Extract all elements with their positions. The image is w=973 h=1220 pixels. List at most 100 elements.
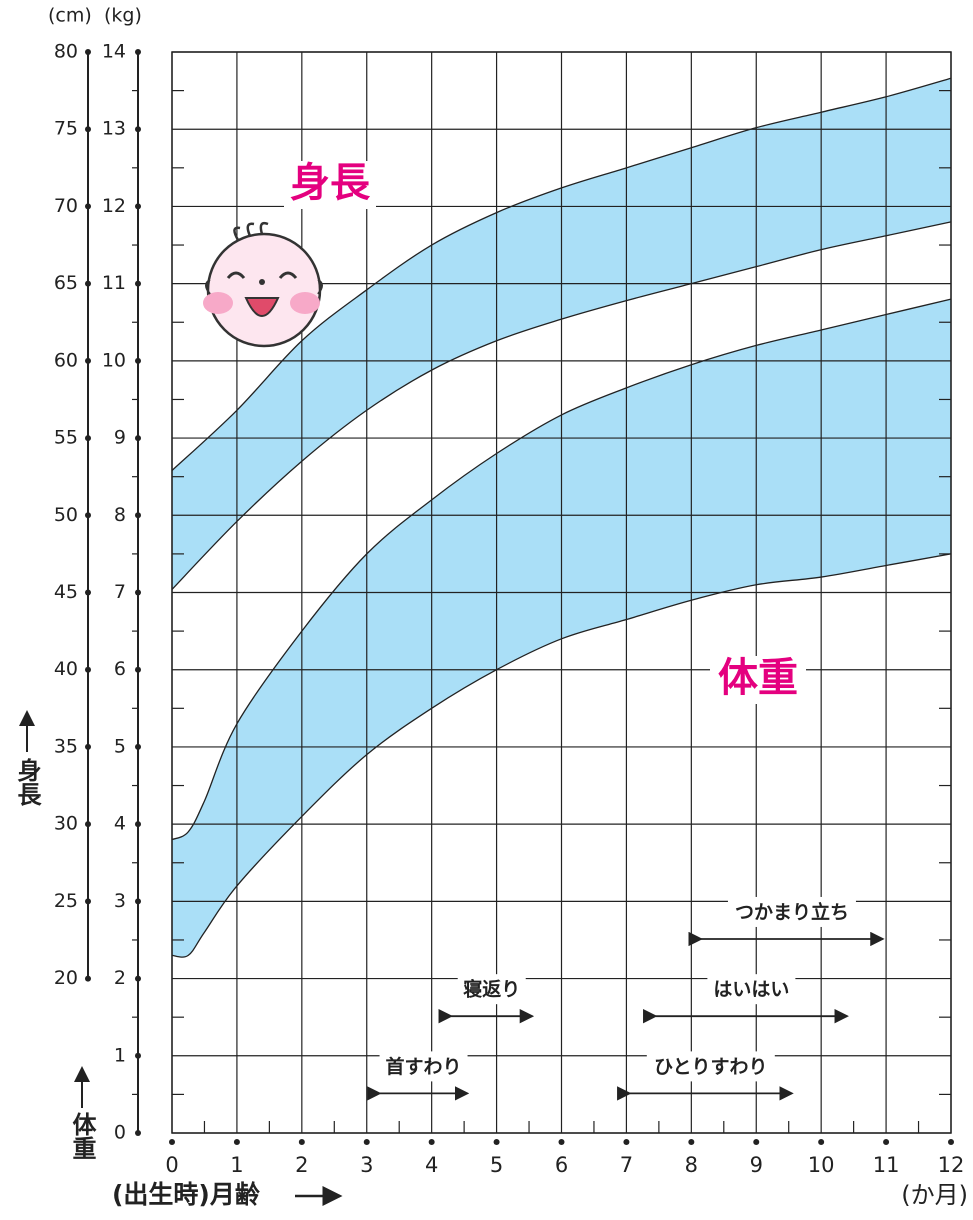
y-tick-label: 3	[114, 890, 126, 912]
y2-tick-label: 25	[54, 890, 78, 912]
y2-tick-label: 50	[54, 504, 78, 526]
x-tick	[688, 1139, 695, 1145]
y-tick-label: 5	[114, 735, 126, 757]
x-tick	[363, 1139, 370, 1145]
y2-tick	[85, 898, 91, 905]
milestone-label: ひとりすわり	[654, 1056, 767, 1078]
y2-tick-label: 60	[54, 349, 78, 371]
y2-tick	[85, 435, 91, 442]
plot-area	[171, 51, 952, 1134]
label-bg	[379, 1051, 468, 1082]
y-tick-label: 2	[114, 967, 126, 989]
plot-frame	[171, 51, 952, 1134]
y-tick	[135, 280, 141, 287]
x-tick-label: 5	[490, 1153, 503, 1177]
y-tick-label: 10	[102, 349, 126, 371]
y2-tick	[85, 126, 91, 133]
x-tick	[298, 1139, 305, 1145]
label-bg	[646, 1051, 775, 1082]
y-tick-label: 14	[102, 41, 126, 63]
y-tick	[135, 821, 141, 828]
y2-tick	[85, 357, 91, 364]
y-tick	[135, 49, 141, 55]
x-tick	[233, 1139, 240, 1145]
y2-tick-label: 40	[54, 658, 78, 680]
y-tick	[135, 1130, 141, 1136]
band-edge	[171, 77, 952, 471]
y2-tick-label: 65	[54, 272, 78, 294]
x-tick	[493, 1139, 500, 1145]
x-tick-label: 2	[295, 1153, 308, 1177]
x-tick	[883, 1139, 890, 1145]
label-bg	[710, 656, 806, 704]
y2-tick-label: 75	[54, 118, 78, 140]
y-tick-label: 11	[102, 272, 126, 294]
unit-label: (kg)	[104, 5, 142, 27]
milestone-label: はいはい	[713, 979, 789, 1001]
milestone-label: 寝返り	[463, 978, 520, 1001]
y-tick	[135, 666, 141, 673]
label-bg	[457, 974, 526, 1005]
x-tick-label: 11	[873, 1153, 900, 1177]
x-tick	[623, 1139, 630, 1145]
band-edge	[171, 221, 952, 590]
x-tick-label: 9	[750, 1153, 763, 1177]
y2-tick	[85, 975, 91, 982]
y-tick	[135, 898, 141, 905]
y-tick-label: 9	[114, 427, 126, 449]
x-axis-label: (出生時)月齢	[112, 1180, 260, 1209]
y-axis-label: 身長	[13, 757, 41, 807]
unit-label: (cm)	[48, 5, 92, 27]
y-tick	[135, 512, 141, 519]
x-tick	[428, 1139, 435, 1145]
x-tick-label: 8	[685, 1153, 698, 1177]
x-tick-label: 3	[360, 1153, 373, 1177]
label-bg	[727, 896, 856, 927]
y-tick-label: 7	[114, 581, 126, 603]
x-tick-label: 6	[555, 1153, 568, 1177]
x-tick	[818, 1139, 825, 1145]
x-tick	[753, 1139, 760, 1145]
y-tick-label: 13	[102, 118, 126, 140]
y2-tick	[85, 512, 91, 519]
y-tick-label: 1	[114, 1044, 126, 1066]
x-tick	[169, 1139, 175, 1145]
y-tick	[135, 975, 141, 982]
x-tick-label: 12	[938, 1153, 965, 1177]
y2-tick	[85, 203, 91, 210]
y2-tick	[85, 743, 91, 750]
y2-tick-label: 80	[54, 41, 78, 63]
band-edge	[171, 298, 952, 841]
x-tick-label: 4	[425, 1153, 438, 1177]
y2-tick-label: 35	[54, 735, 78, 757]
y2-tick	[85, 666, 91, 673]
y-tick	[135, 203, 141, 210]
x-tick-label: 7	[620, 1153, 633, 1177]
y-tick	[135, 589, 141, 596]
label-bg	[707, 974, 796, 1005]
y-tick-label: 0	[114, 1122, 126, 1144]
milestone-label: つかまり立ち	[735, 900, 849, 923]
y-tick-label: 4	[114, 813, 126, 835]
x-unit-label: (か月)	[901, 1181, 968, 1209]
y-tick	[135, 1052, 141, 1059]
y2-tick-label: 20	[54, 967, 78, 989]
y-tick-label: 6	[114, 658, 126, 680]
x-tick	[558, 1139, 565, 1145]
y-tick	[135, 743, 141, 750]
y2-tick-label: 70	[54, 195, 78, 217]
y2-tick-label: 55	[54, 427, 78, 449]
x-tick-label: 10	[808, 1153, 835, 1177]
baby-face	[203, 221, 323, 348]
y-tick-label: 12	[102, 195, 126, 217]
y2-tick-label: 45	[54, 581, 78, 603]
y2-tick	[85, 49, 91, 55]
y-tick	[135, 435, 141, 442]
x-tick-label: 0	[165, 1153, 178, 1177]
x-tick-label: 1	[230, 1153, 243, 1177]
y2-tick-label: 30	[54, 813, 78, 835]
y2-tick	[85, 821, 91, 828]
y2-tick	[85, 280, 91, 287]
y-tick	[135, 357, 141, 364]
